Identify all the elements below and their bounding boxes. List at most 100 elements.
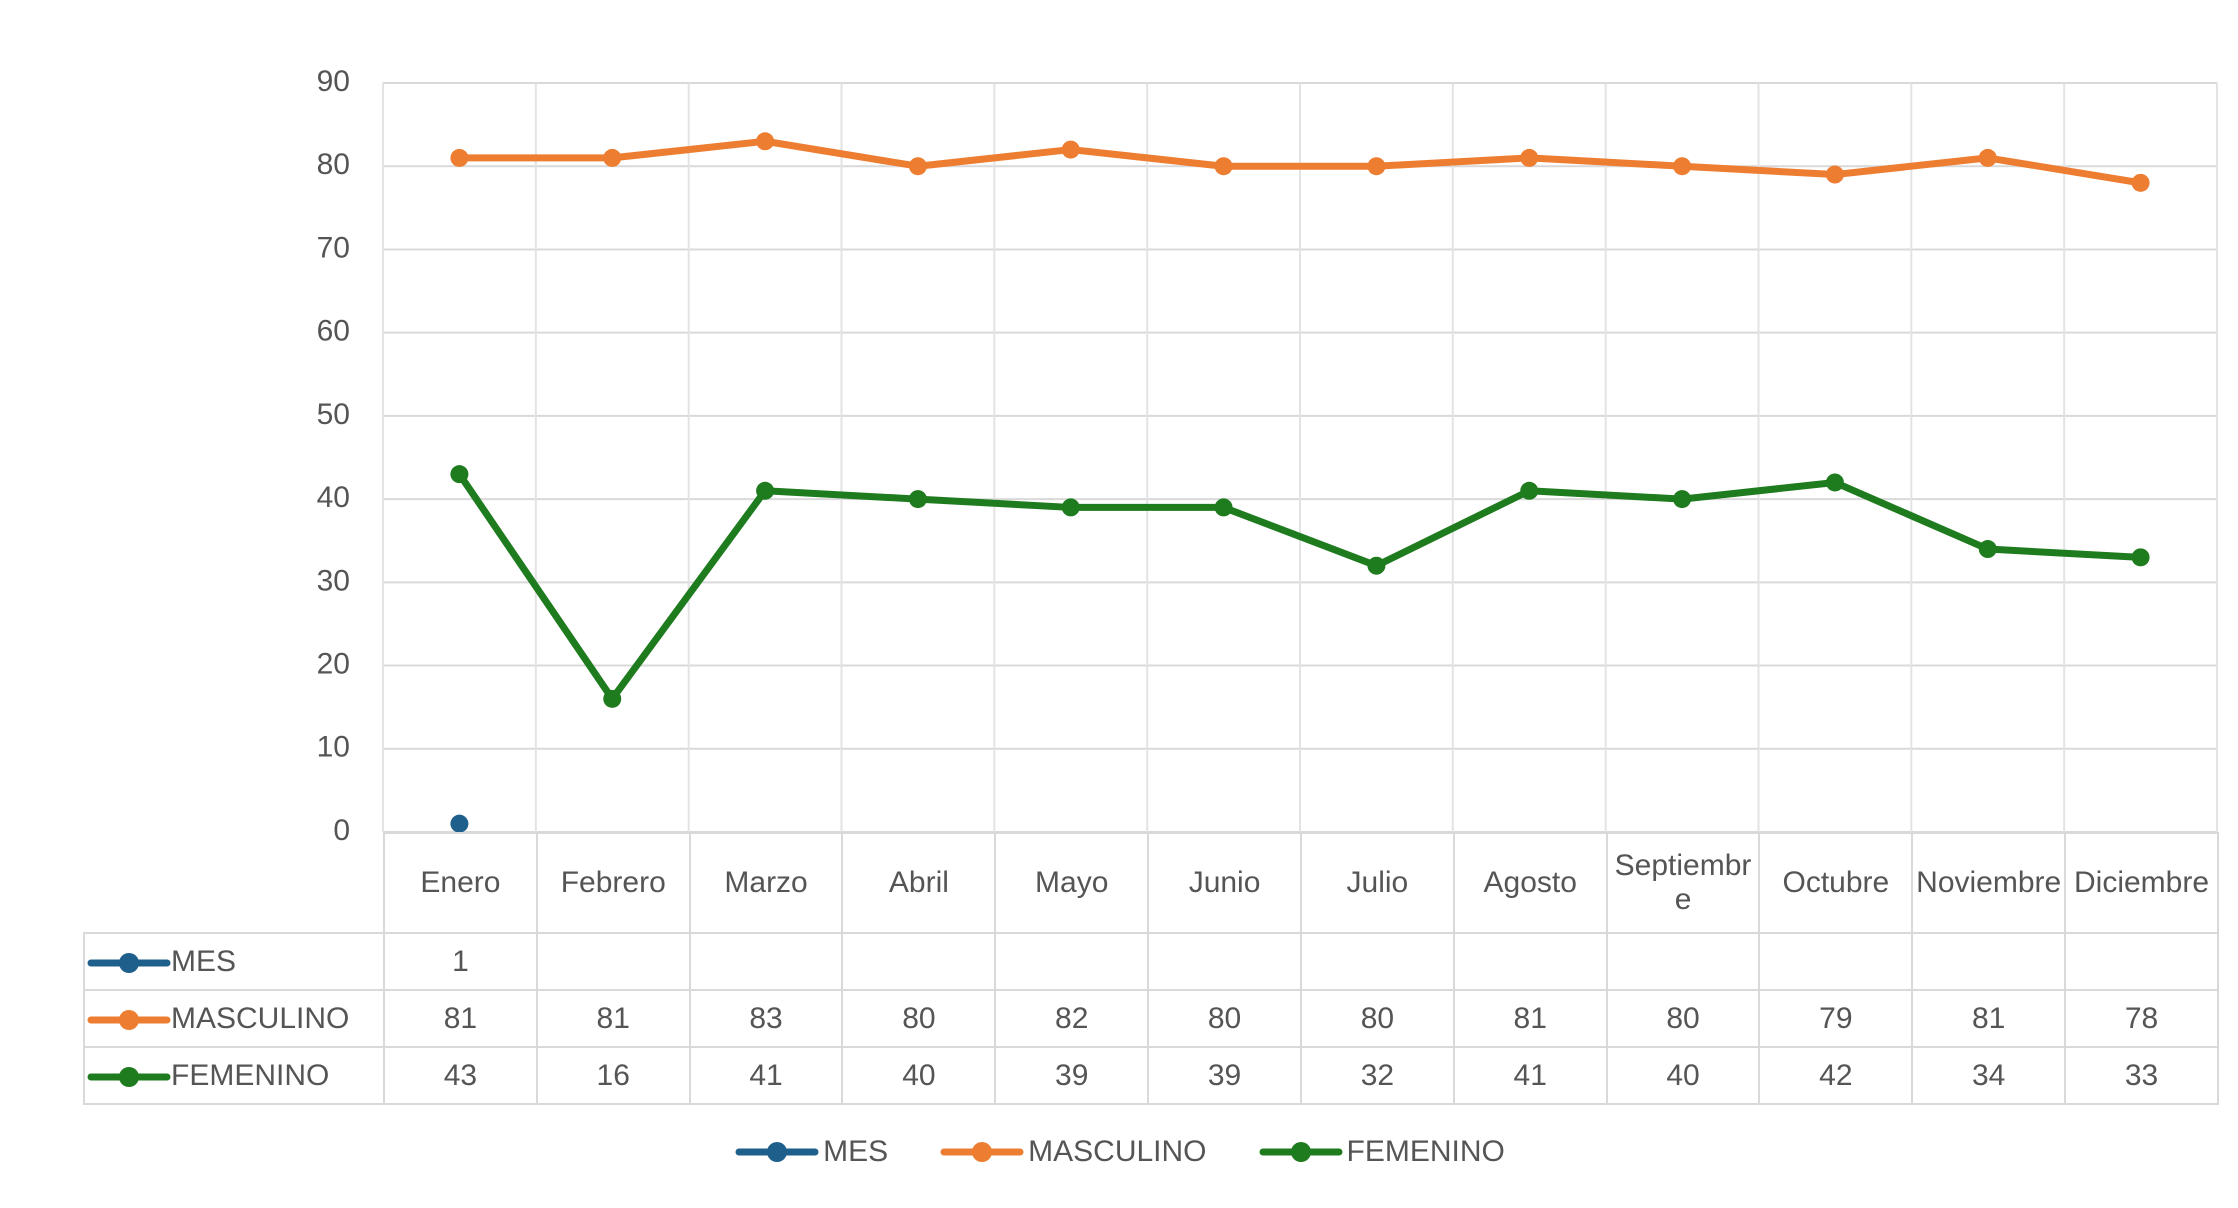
table-value: 32	[1299, 1046, 1455, 1105]
row-header: MASCULINO	[83, 989, 385, 1048]
point	[756, 481, 775, 500]
table-value	[2064, 932, 2219, 991]
point	[450, 814, 469, 833]
category-label: Septiembre	[1605, 832, 1761, 934]
row-header: FEMENINO	[83, 1046, 385, 1105]
legend-label: MASCULINO	[1028, 1135, 1207, 1168]
table-value: 40	[1605, 1046, 1761, 1105]
point	[756, 132, 775, 151]
category-label: Julio	[1299, 832, 1455, 934]
y-tick-label: 30	[317, 564, 350, 597]
table-value: 81	[1452, 989, 1608, 1048]
point	[1367, 556, 1386, 575]
point	[908, 490, 927, 509]
point	[1520, 481, 1539, 500]
key-dot	[1290, 1142, 1311, 1162]
legend-label: FEMENINO	[1346, 1135, 1505, 1168]
point	[1520, 148, 1539, 167]
header-row: Enero Febrero Marzo Abril Mayo Junio Julio Agos…	[84, 832, 2219, 934]
legend-entry: MASCULINO	[938, 1135, 1207, 1169]
legend-key	[940, 1142, 1024, 1162]
series-line	[459, 137, 2142, 187]
legend-key	[87, 1009, 171, 1030]
legend-key	[87, 952, 171, 973]
point	[2131, 548, 2150, 567]
category-label: Marzo	[688, 832, 844, 934]
legend-entry: FEMENINO	[1257, 1135, 1505, 1169]
point	[450, 148, 469, 167]
row-header: MES	[83, 932, 385, 991]
y-tick-label: 20	[317, 647, 350, 680]
table-value: 16	[535, 1046, 691, 1105]
row-label: FEMENINO	[171, 1058, 330, 1092]
table-value	[1605, 932, 1761, 991]
category-label: Mayo	[994, 832, 1150, 934]
table-value	[688, 932, 844, 991]
point	[1825, 165, 1844, 184]
key-dot	[119, 952, 139, 973]
point	[603, 148, 622, 167]
point	[2131, 173, 2150, 192]
category-label: Enero	[383, 832, 538, 934]
y-tick-label: 50	[317, 398, 350, 431]
y-tick-label: 90	[317, 65, 350, 98]
blank-cell	[84, 833, 384, 933]
series-line	[456, 472, 2141, 703]
legend-key	[735, 1142, 819, 1162]
table-value: 41	[1452, 1046, 1608, 1105]
y-tick-label: 40	[317, 481, 350, 514]
category-label: Febrero	[535, 832, 691, 934]
table-value: 83	[688, 989, 844, 1048]
y-tick-label: 60	[317, 315, 350, 348]
table-value: 80	[1605, 989, 1761, 1048]
table-value	[994, 932, 1150, 991]
y-tick-label: 80	[317, 148, 350, 181]
category-label: Abril	[841, 832, 997, 934]
table-value: 39	[1147, 1046, 1302, 1105]
table-value: 41	[688, 1046, 844, 1105]
table-value: 79	[1758, 989, 1914, 1048]
data-row: MASCULINO 81 81 83 80 82 80 80 81 80 79 81 78	[83, 989, 2219, 1048]
point	[1367, 157, 1386, 176]
category-label: Noviembre	[1911, 832, 2067, 934]
table-value	[1758, 932, 1914, 991]
point	[1061, 498, 1080, 517]
legend: MES MASCULINO FEMENINO	[0, 1135, 2238, 1169]
point	[1825, 473, 1844, 492]
table-value: 39	[994, 1046, 1150, 1105]
point	[603, 689, 622, 708]
point	[1673, 490, 1692, 509]
category-label: Agosto	[1452, 832, 1608, 934]
key-dot	[119, 1009, 139, 1030]
table-value: 34	[1911, 1046, 2067, 1105]
table-value	[1911, 932, 2067, 991]
table-value	[1147, 932, 1302, 991]
point	[1673, 157, 1692, 176]
data-table: Enero Febrero Marzo Abril Mayo Junio Julio Agos…	[83, 832, 2219, 1105]
table-value	[1452, 932, 1608, 991]
table-value	[841, 932, 997, 991]
table-value: 43	[383, 1046, 538, 1105]
category-label: Junio	[1147, 832, 1302, 934]
legend-entry: MES	[733, 1135, 888, 1169]
point	[1214, 157, 1233, 176]
legend-key	[1259, 1142, 1343, 1162]
key-dot	[119, 1066, 139, 1087]
point	[1978, 540, 1997, 559]
table-value: 82	[994, 989, 1150, 1048]
y-tick-label: 70	[317, 231, 350, 264]
table-value: 81	[383, 989, 538, 1048]
point	[1061, 140, 1080, 159]
y-tick-label: 10	[317, 731, 350, 764]
legend-key	[87, 1066, 171, 1087]
y-tick-label: 0	[333, 814, 350, 847]
row-label: MASCULINO	[171, 1001, 350, 1035]
data-row: FEMENINO 43 16 41 40 39 39 32 41 40 42 34 33	[83, 1046, 2219, 1105]
row-label: MES	[171, 944, 237, 978]
table-value: 42	[1758, 1046, 1914, 1105]
table-value	[535, 932, 691, 991]
key-dot	[972, 1142, 993, 1162]
key-dot	[767, 1142, 788, 1162]
